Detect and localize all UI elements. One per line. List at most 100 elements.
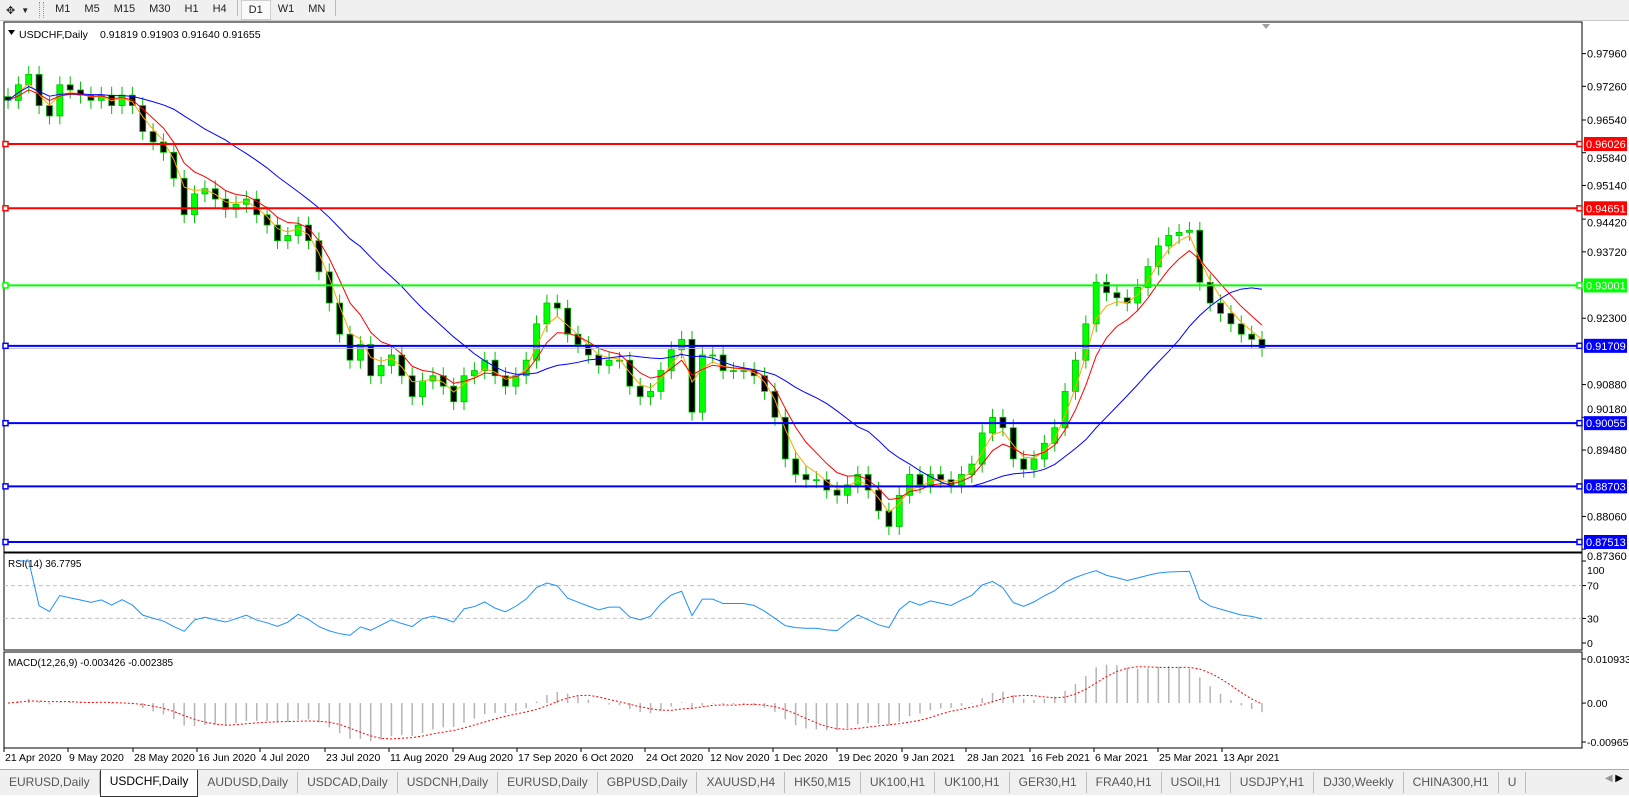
timeframe-m1[interactable]: M1 bbox=[55, 3, 71, 15]
chart-menu-triangle-icon[interactable] bbox=[8, 30, 15, 35]
candle bbox=[1186, 229, 1193, 233]
arrow-left-icon[interactable]: ◀ bbox=[1604, 773, 1613, 784]
timeframe-mn[interactable]: MN bbox=[308, 3, 326, 15]
level-anchor-handle[interactable] bbox=[1576, 140, 1583, 148]
level-anchor-handle[interactable] bbox=[1576, 483, 1583, 490]
level-price-label: 0.93001 bbox=[1586, 280, 1626, 292]
chart-tab[interactable]: DJ30,Weekly bbox=[1314, 772, 1404, 793]
symbol-label: USDCHF,Daily bbox=[19, 29, 89, 41]
candle bbox=[926, 474, 934, 486]
level-price-label-bg bbox=[1584, 535, 1627, 549]
chart-window[interactable]: 0.97960 0.97260 0.96540 0.95840 0.95140 0.944… bbox=[0, 21, 1629, 769]
candle bbox=[875, 489, 882, 512]
candle bbox=[336, 302, 344, 335]
chart-tab[interactable]: GER30,H1 bbox=[1010, 772, 1087, 793]
chart-tab[interactable]: EURUSD,Daily bbox=[498, 772, 598, 793]
date-tick-label: 11 Aug 2020 bbox=[390, 752, 448, 764]
moving-average-line bbox=[7, 85, 1263, 488]
candle bbox=[1206, 281, 1214, 304]
draw-tool-button[interactable]: ✥ ▼ bbox=[0, 1, 35, 19]
tab-scroll-arrows[interactable]: ◀ ▶ bbox=[1599, 770, 1629, 787]
candle bbox=[191, 193, 198, 216]
chart-tab[interactable]: XAUUSD,H4 bbox=[697, 772, 786, 793]
chart-tab[interactable]: UK100,H1 bbox=[935, 772, 1010, 793]
chart-tab[interactable]: FRA40,H1 bbox=[1087, 772, 1162, 793]
chart-tab[interactable]: USDCNH,Daily bbox=[398, 772, 499, 793]
level-anchor-handle[interactable] bbox=[2, 342, 9, 350]
price-tick-label: 0.95840 bbox=[1587, 153, 1627, 165]
rsi-panel[interactable] bbox=[3, 552, 1583, 651]
level-anchor-handle[interactable] bbox=[2, 538, 9, 546]
candle bbox=[906, 474, 914, 496]
candle bbox=[564, 307, 572, 335]
candle bbox=[1196, 229, 1204, 283]
candle bbox=[346, 333, 354, 361]
candle bbox=[398, 354, 406, 377]
timeframe-h4[interactable]: H4 bbox=[212, 3, 227, 15]
candle bbox=[937, 474, 945, 481]
candle bbox=[833, 489, 841, 496]
chart-shift-marker-icon[interactable] bbox=[1262, 24, 1270, 29]
timeframe-buttons: M1 M5 M15 M30 H1 H4 D1 W1 MN bbox=[48, 0, 339, 20]
candle bbox=[367, 344, 375, 377]
timeframe-d1[interactable]: D1 bbox=[240, 0, 271, 20]
chart-tab[interactable]: USDJPY,H1 bbox=[1231, 772, 1315, 793]
level-anchor-handle[interactable] bbox=[2, 282, 9, 289]
candle bbox=[595, 354, 603, 366]
candle bbox=[1154, 245, 1162, 268]
chart-tab[interactable]: USDCHF,Daily bbox=[99, 770, 199, 797]
level-anchor-handle[interactable] bbox=[1576, 282, 1583, 289]
price-tick-label: 0.92300 bbox=[1587, 313, 1627, 325]
candle bbox=[408, 375, 416, 397]
candle bbox=[647, 390, 654, 397]
level-anchor-handle[interactable] bbox=[2, 483, 9, 490]
price-tick-label: 0.87360 bbox=[1587, 551, 1627, 563]
candle bbox=[118, 94, 126, 106]
chart-tab[interactable]: USOil,H1 bbox=[1162, 772, 1231, 793]
level-anchor-handle[interactable] bbox=[2, 140, 9, 148]
candle bbox=[1061, 390, 1069, 429]
toolbar-grip[interactable] bbox=[39, 2, 45, 18]
macd-signal-line bbox=[7, 666, 1263, 740]
candle bbox=[730, 370, 737, 372]
chart-tab[interactable]: UK100,H1 bbox=[861, 772, 936, 793]
level-anchor-handle[interactable] bbox=[1576, 419, 1583, 427]
level-anchor-handle[interactable] bbox=[2, 419, 9, 427]
timeframe-m30[interactable]: M30 bbox=[149, 3, 171, 15]
date-tick-label: 25 Mar 2021 bbox=[1159, 752, 1218, 764]
chart-tab[interactable]: USDCAD,Daily bbox=[298, 772, 398, 793]
chart-tab[interactable]: GBPUSD,Daily bbox=[598, 772, 698, 793]
candle bbox=[1165, 235, 1173, 247]
timeframe-m5[interactable]: M5 bbox=[84, 3, 100, 15]
candle bbox=[812, 479, 820, 482]
candle bbox=[56, 84, 64, 117]
chart-tab[interactable]: HK50,M15 bbox=[785, 772, 861, 793]
chart-tab[interactable]: AUDUSD,Daily bbox=[198, 772, 299, 793]
date-tick-label: 9 May 2020 bbox=[69, 752, 124, 764]
level-anchor-handle[interactable] bbox=[1576, 342, 1583, 350]
moving-average-line bbox=[7, 89, 1263, 500]
level-anchor-handle[interactable] bbox=[1576, 205, 1583, 212]
level-anchor-handle[interactable] bbox=[2, 205, 9, 212]
arrow-right-icon[interactable]: ▶ bbox=[1615, 773, 1623, 784]
candle bbox=[802, 474, 810, 481]
candle bbox=[232, 203, 240, 210]
price-tick-label: 0.95140 bbox=[1587, 180, 1627, 192]
candle bbox=[470, 370, 478, 377]
candle bbox=[1113, 292, 1121, 299]
timeframe-h1[interactable]: H1 bbox=[184, 3, 199, 15]
rsi-tick-label: 100 bbox=[1587, 565, 1605, 577]
chart-tab[interactable]: EURUSD,Daily bbox=[0, 772, 100, 793]
level-anchor-handle[interactable] bbox=[1576, 538, 1583, 546]
chart-tab[interactable]: U bbox=[1499, 772, 1527, 793]
rsi-label: RSI(14) 36.7795 bbox=[8, 559, 82, 570]
macd-panel[interactable] bbox=[3, 651, 1583, 749]
macd-label: MACD(12,26,9) -0.003426 -0.002385 bbox=[8, 658, 174, 669]
timeframe-m15[interactable]: M15 bbox=[113, 3, 136, 15]
date-tick-label: 28 May 2020 bbox=[134, 752, 195, 764]
timeframe-w1[interactable]: W1 bbox=[277, 3, 295, 15]
date-tick-label: 4 Jul 2020 bbox=[261, 752, 310, 764]
candle bbox=[274, 224, 281, 242]
date-tick-label: 12 Nov 2020 bbox=[710, 752, 770, 764]
chart-tab[interactable]: CHINA300,H1 bbox=[1404, 772, 1499, 793]
